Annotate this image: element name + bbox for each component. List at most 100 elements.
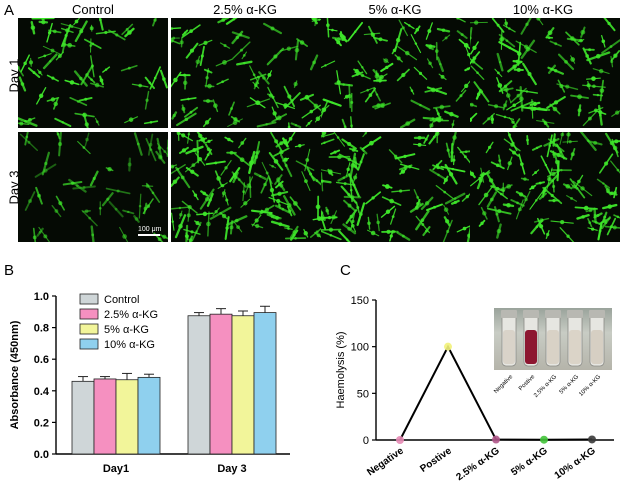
cell-body <box>104 68 108 71</box>
cell-body <box>408 24 411 27</box>
cell-body <box>401 26 405 30</box>
data-point <box>588 435 596 444</box>
cell-body <box>507 133 511 137</box>
cell-body <box>44 161 48 166</box>
cell-body <box>88 216 92 220</box>
cell-body <box>347 226 352 231</box>
cell-body <box>202 211 208 217</box>
cell-body <box>236 225 240 230</box>
cell-body <box>127 210 130 214</box>
cell-body <box>304 94 310 100</box>
cell-body <box>312 60 316 65</box>
cell-body <box>535 199 538 202</box>
cell <box>24 191 36 211</box>
cell-body <box>214 161 218 165</box>
cell-body <box>467 52 471 57</box>
cell-body <box>284 164 288 167</box>
cell-body <box>477 92 481 96</box>
tube-liquid <box>569 330 581 364</box>
cell-body <box>368 93 373 97</box>
cell-body <box>181 148 187 153</box>
cell <box>105 187 131 195</box>
cell-body <box>389 234 393 238</box>
micrograph-r2-c4 <box>470 132 620 242</box>
cell-body <box>497 209 502 214</box>
cell-body <box>599 113 602 117</box>
cell-body <box>269 187 275 193</box>
cell-body <box>25 135 29 139</box>
cell-body <box>184 117 189 122</box>
cell-body <box>507 161 512 166</box>
cell-body <box>172 113 176 118</box>
cell-body <box>547 36 551 40</box>
cell-body <box>323 141 326 144</box>
cell-body <box>270 26 275 31</box>
tube-liquid <box>525 330 537 364</box>
cell-body <box>225 226 229 230</box>
cell-body <box>550 193 554 198</box>
cell-body <box>184 234 189 238</box>
cell-body <box>255 100 260 105</box>
legend-swatch <box>79 323 99 335</box>
cell-body <box>356 206 360 210</box>
cell-body <box>439 62 442 66</box>
cell-body <box>281 207 285 211</box>
cell-body <box>354 161 357 164</box>
cell-body <box>588 48 592 52</box>
cell-body <box>453 197 457 200</box>
cell-body <box>339 33 345 39</box>
cell-body <box>89 44 92 47</box>
cell-body <box>347 203 352 208</box>
cell-body <box>28 60 34 65</box>
tube-cap <box>589 310 605 318</box>
cell-body <box>52 29 57 34</box>
cell-body <box>47 31 52 35</box>
cell-body <box>559 150 563 154</box>
cell-body <box>451 167 455 171</box>
cell-body <box>418 71 423 75</box>
cell-body <box>146 204 151 208</box>
cell-body <box>347 193 351 197</box>
y-tick-label: 0.0 <box>34 449 49 461</box>
cell-body <box>452 135 457 140</box>
cell-body <box>157 237 162 242</box>
cell-body <box>472 56 477 60</box>
cell-body <box>179 213 183 217</box>
cell-body <box>424 201 430 206</box>
haemolysis-inset-photo <box>494 308 612 370</box>
cell-body <box>607 204 612 209</box>
cell-body <box>274 139 279 144</box>
cell-body <box>405 121 411 126</box>
cell-body <box>416 202 420 206</box>
cell-body <box>276 177 281 182</box>
cell-body <box>593 213 597 217</box>
cell-body <box>456 18 460 20</box>
cell-body <box>277 191 282 196</box>
cell-body <box>565 84 570 89</box>
cell-body <box>321 180 324 184</box>
cell-body <box>206 221 211 227</box>
cell-body <box>32 71 36 75</box>
cell <box>470 21 488 24</box>
cell-body <box>490 117 495 122</box>
micrograph-r1-c1 <box>18 18 168 128</box>
cell-body <box>464 150 468 153</box>
column-header-2-5-akg: 2.5% α-KG <box>213 2 277 17</box>
cell-body <box>616 215 620 219</box>
cell-body <box>345 238 349 241</box>
cell-body <box>593 140 598 145</box>
cell-body <box>378 78 382 83</box>
cell-body <box>329 233 333 237</box>
cell-body <box>205 76 209 80</box>
cell-body <box>240 141 245 145</box>
cell-body <box>249 160 254 165</box>
cell-body <box>23 61 27 66</box>
cell-body <box>336 40 341 45</box>
bar <box>231 315 255 455</box>
cell-body <box>195 230 198 233</box>
cell-body <box>225 198 229 202</box>
cell-body <box>343 125 347 128</box>
cell-body <box>99 18 102 22</box>
cell-body <box>512 125 516 128</box>
cell-body <box>221 80 225 84</box>
